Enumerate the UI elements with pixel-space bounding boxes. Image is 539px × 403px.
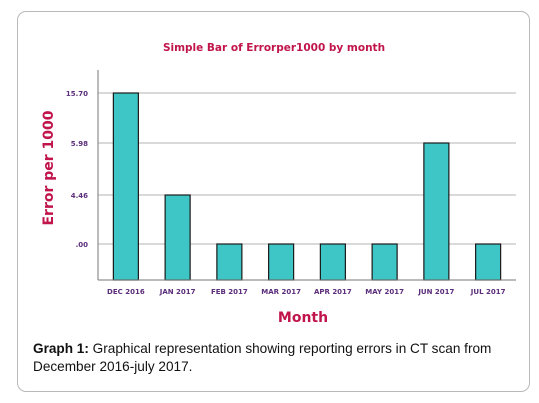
figure-caption: Graph 1: Graphical representation showin… xyxy=(33,340,523,376)
y-tick-label: 15.70 xyxy=(66,90,88,98)
axes xyxy=(97,70,516,281)
gridlines xyxy=(98,92,516,245)
y-tick-labels: .00 4.46 5.98 15.70 xyxy=(66,90,88,249)
bar xyxy=(475,243,502,281)
x-axis-title: Month xyxy=(278,310,328,326)
y-tick-label: 5.98 xyxy=(71,140,88,148)
bar xyxy=(423,142,450,281)
bar-chart: Simple Bar of Errorper1000 by month .00 4… xyxy=(41,42,516,326)
y-tick-label: 4.46 xyxy=(71,192,88,200)
caption-label: Graph 1: xyxy=(33,341,89,356)
x-tick-label: JUL 2017 xyxy=(470,288,506,296)
x-tick-label: MAY 2017 xyxy=(365,288,404,296)
x-tick-label: FEB 2017 xyxy=(211,288,248,296)
caption-text: Graphical representation showing reporti… xyxy=(33,341,492,374)
chart-title: Simple Bar of Errorper1000 by month xyxy=(163,42,385,54)
x-tick-label: JUN 2017 xyxy=(417,288,454,296)
y-tick-label: .00 xyxy=(76,241,89,249)
bar xyxy=(216,243,243,281)
x-tick-label: APR 2017 xyxy=(314,288,352,296)
bar xyxy=(268,243,295,281)
bar xyxy=(371,243,398,281)
x-tick-label: JAN 2017 xyxy=(159,288,196,296)
bar xyxy=(164,194,191,281)
x-tick-label: MAR 2017 xyxy=(261,288,301,296)
bars xyxy=(112,92,502,281)
bar xyxy=(319,243,346,281)
x-tick-labels: DEC 2016 JAN 2017 FEB 2017 MAR 2017 APR 2017… xyxy=(107,288,506,296)
y-axis-title: Error per 1000 xyxy=(41,110,57,225)
bar xyxy=(112,92,139,281)
x-tick-label: DEC 2016 xyxy=(107,288,145,296)
